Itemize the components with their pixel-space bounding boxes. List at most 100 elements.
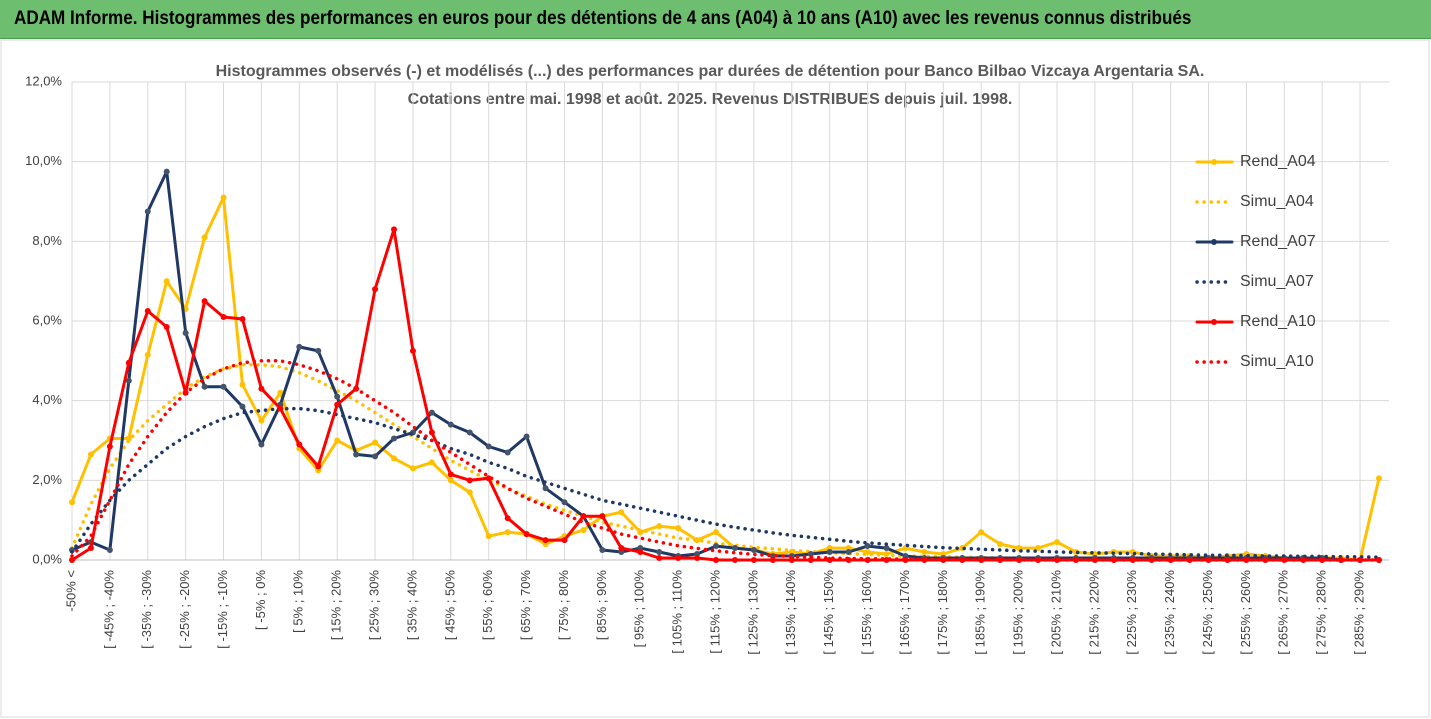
data-point <box>523 433 530 440</box>
x-tick-label: [ 25% ; 30% <box>367 570 382 641</box>
y-tick-label: 8,0% <box>32 233 62 248</box>
x-tick-label: [ 175% ; 180% <box>935 570 950 655</box>
data-point <box>485 533 492 540</box>
x-tick-label: [ -45% ; -40% <box>101 570 116 649</box>
y-tick-label: 2,0% <box>32 472 62 487</box>
data-point <box>220 314 227 321</box>
data-point <box>106 443 113 450</box>
data-point <box>675 555 682 562</box>
x-tick-label: [ 265% ; 270% <box>1276 570 1291 655</box>
x-tick-label: [ 115% ; 120% <box>707 570 722 654</box>
data-point <box>997 557 1004 563</box>
legend-marker <box>1211 239 1217 245</box>
x-tick-label: [ 65% ; 70% <box>518 570 533 641</box>
data-point <box>864 543 871 550</box>
data-point <box>106 547 113 554</box>
chart-subtitle: Cotations entre mai. 1998 et août. 2025.… <box>408 91 1013 108</box>
legend-label: Simu_A07 <box>1240 273 1314 290</box>
x-tick-label: -50% < <box>63 570 78 612</box>
legend-marker <box>1211 159 1217 165</box>
data-point <box>580 513 587 520</box>
x-tick-label: [ 165% ; 170% <box>897 570 912 655</box>
data-point <box>144 351 151 358</box>
data-point <box>864 549 871 556</box>
data-point <box>1376 475 1382 482</box>
x-tick-label: [ 275% ; 280% <box>1314 570 1329 655</box>
series-line <box>70 359 1381 562</box>
x-tick-label: [ 75% ; 80% <box>556 570 571 641</box>
data-point <box>125 359 132 366</box>
x-tick-label: [ 225% ; 230% <box>1124 570 1139 655</box>
data-point <box>182 329 189 336</box>
y-tick-label: 0,0% <box>32 551 62 566</box>
y-tick-label: 12,0% <box>25 73 62 88</box>
data-point <box>447 471 454 478</box>
legend-marker <box>1211 319 1217 325</box>
x-tick-label: [ 5% ; 10% <box>291 570 306 633</box>
data-point <box>504 515 511 522</box>
x-tick-label: [ -5% ; 0% <box>253 570 268 630</box>
data-point <box>258 417 265 424</box>
chart: Histogrammes observés (-) et modélisés (… <box>0 39 1430 718</box>
data-point <box>731 557 738 563</box>
x-tick-label: [ 95% ; 100% <box>632 570 647 648</box>
data-point <box>334 437 341 444</box>
data-point <box>447 421 454 428</box>
x-tick-label: [ -15% ; -10% <box>215 570 230 649</box>
data-point <box>997 541 1004 548</box>
data-point <box>87 451 94 458</box>
data-point <box>883 545 890 552</box>
data-point <box>163 168 170 175</box>
data-point <box>485 475 492 482</box>
data-point <box>1110 557 1117 563</box>
data-point <box>788 557 795 563</box>
data-point <box>391 455 398 462</box>
x-tick-label: [ 105% ; 110% <box>670 570 685 654</box>
data-point <box>599 513 606 520</box>
data-point <box>921 549 928 556</box>
x-tick-label: [ -35% ; -30% <box>139 570 154 649</box>
data-point <box>750 547 757 554</box>
data-point <box>277 389 284 396</box>
series-line <box>70 170 1381 562</box>
data-point <box>713 543 720 550</box>
data-point <box>391 226 398 233</box>
data-point <box>144 208 151 215</box>
x-tick-label: [ 145% ; 150% <box>821 570 836 655</box>
x-tick-label: [ 45% ; 50% <box>442 570 457 641</box>
data-point <box>656 555 663 562</box>
x-tick-label: [ 135% ; 140% <box>783 570 798 655</box>
data-point <box>618 509 625 516</box>
data-point <box>504 449 511 456</box>
data-point <box>428 459 435 466</box>
data-point <box>144 308 151 315</box>
y-tick-label: 6,0% <box>32 312 62 327</box>
data-point <box>258 385 265 392</box>
x-tick-label: [ 205% ; 210% <box>1048 570 1063 655</box>
data-point <box>69 499 75 506</box>
data-point <box>807 551 814 558</box>
data-point <box>485 443 492 450</box>
chart-frame <box>0 39 1430 718</box>
data-point <box>580 527 587 534</box>
x-tick-label: [ 285% ; 290% <box>1351 570 1366 655</box>
data-point <box>713 529 720 536</box>
data-point <box>447 477 454 484</box>
x-tick-label: [ 125% ; 130% <box>745 570 760 655</box>
data-point <box>504 529 511 536</box>
header-bar: ADAM Informe. Histogrammes des performan… <box>0 0 1431 39</box>
header-title: ADAM Informe. Histogrammes des performan… <box>14 8 1192 29</box>
data-point <box>163 323 170 330</box>
data-point <box>334 393 341 400</box>
data-point <box>1224 557 1231 563</box>
x-tick-label: [ -25% ; -20% <box>177 570 192 649</box>
x-tick-label: [ 215% ; 220% <box>1086 570 1101 655</box>
data-point <box>428 409 435 416</box>
data-point <box>1281 557 1288 563</box>
x-tick-label: [ 85% ; 90% <box>594 570 609 641</box>
x-tick-label: [ 155% ; 160% <box>859 570 874 655</box>
data-point <box>845 549 852 556</box>
data-point <box>372 453 379 460</box>
x-tick-label: [ 35% ; 40% <box>404 570 419 641</box>
data-point <box>731 545 738 552</box>
